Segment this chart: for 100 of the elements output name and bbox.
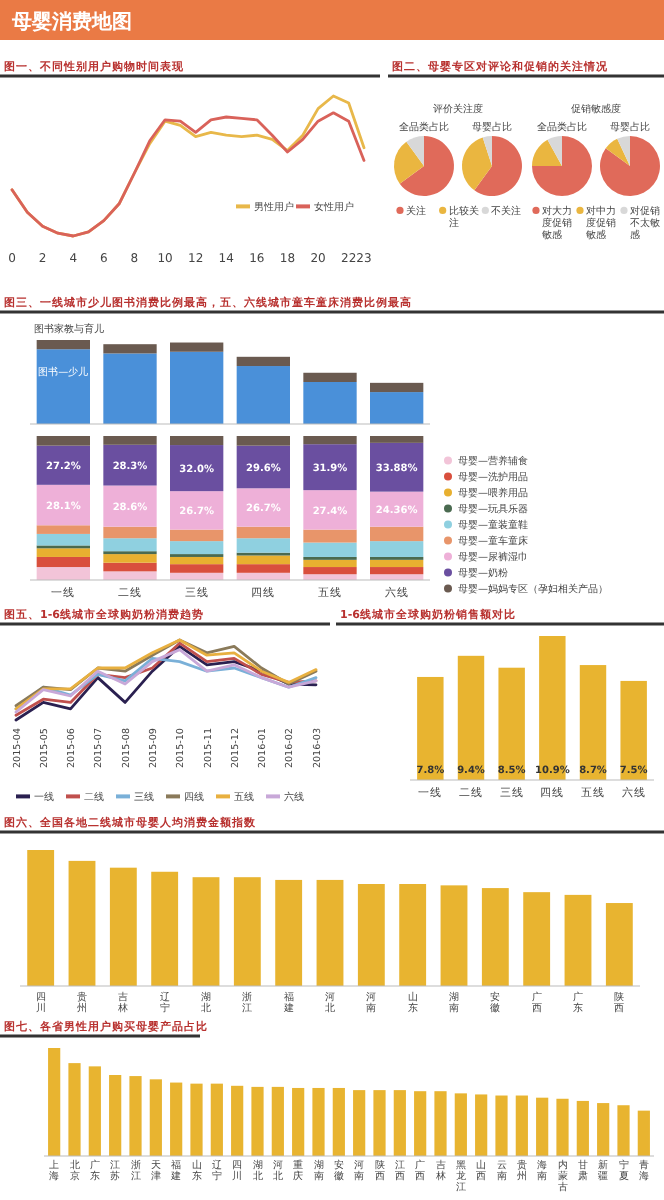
bar: [103, 353, 157, 424]
bar: [36, 548, 90, 557]
bar: [251, 1086, 264, 1156]
bar: [271, 1086, 284, 1156]
bar: [109, 867, 137, 986]
bar: [36, 525, 90, 534]
bar: [170, 564, 224, 573]
bar: [103, 436, 157, 445]
bar: [103, 344, 157, 354]
bar: [170, 529, 224, 542]
bar: [637, 1110, 650, 1156]
bar: [536, 1097, 549, 1156]
bar: [523, 892, 551, 986]
bar: [103, 485, 157, 527]
bar: [149, 1079, 162, 1156]
bar: [440, 885, 468, 986]
bar: [303, 542, 357, 557]
bar: [414, 1091, 427, 1156]
bar: [36, 340, 90, 350]
bar: [303, 567, 357, 575]
bar: [370, 559, 424, 568]
bar: [564, 894, 592, 986]
bar: [292, 1087, 305, 1156]
bar: [36, 445, 90, 485]
bar: [103, 444, 157, 486]
bar: [36, 436, 90, 446]
bar: [129, 1076, 142, 1156]
bar: [170, 491, 224, 530]
bar: [370, 392, 424, 424]
bar: [434, 1091, 447, 1156]
bar: [236, 564, 290, 573]
bar: [236, 555, 290, 565]
bar: [170, 556, 224, 565]
bar: [454, 1093, 467, 1156]
bar: [370, 541, 424, 557]
bar: [576, 1100, 589, 1156]
bar: [103, 538, 157, 552]
bar: [303, 444, 357, 491]
bar: [303, 436, 357, 445]
bar: [36, 349, 90, 424]
bar: [88, 1066, 101, 1156]
bar: [620, 680, 647, 780]
bar: [370, 567, 424, 575]
bar: [370, 436, 424, 443]
bar: [68, 1063, 81, 1156]
bar: [495, 1095, 508, 1156]
bar: [515, 1095, 528, 1156]
bar: [417, 676, 444, 780]
bar: [170, 1082, 183, 1156]
bar: [539, 636, 566, 780]
bar: [109, 1075, 122, 1156]
bar: [617, 1105, 630, 1156]
bar: [236, 538, 290, 553]
bar: [103, 562, 157, 572]
bar: [481, 888, 509, 986]
bar: [68, 860, 96, 986]
bar: [36, 533, 90, 546]
bar: [192, 877, 220, 986]
bar: [233, 877, 261, 986]
bar: [316, 879, 344, 986]
bar: [103, 571, 157, 580]
bar: [332, 1087, 345, 1156]
bar: [231, 1085, 244, 1156]
bar: [303, 490, 357, 530]
bar: [236, 366, 290, 424]
bar: [236, 488, 290, 527]
bar: [303, 559, 357, 568]
bar: [275, 879, 303, 986]
bar: [103, 526, 157, 539]
bar: [103, 554, 157, 563]
bar: [370, 382, 424, 393]
bar: [236, 436, 290, 446]
bar: [236, 526, 290, 539]
bar: [605, 903, 633, 986]
bar: [170, 351, 224, 424]
bar: [312, 1087, 325, 1156]
bar: [370, 442, 424, 492]
bar: [370, 526, 424, 542]
bar: [579, 665, 607, 780]
bar: [597, 1103, 610, 1156]
bar: [170, 541, 224, 555]
bar: [190, 1083, 203, 1156]
bar: [303, 382, 357, 424]
bar: [393, 1090, 406, 1156]
bar: [357, 884, 385, 986]
bar: [170, 445, 224, 492]
bar: [556, 1098, 569, 1156]
bar: [36, 567, 90, 580]
bar: [373, 1090, 386, 1156]
bar: [48, 1048, 61, 1156]
bar: [36, 556, 90, 568]
bar: [27, 850, 55, 986]
bar: [210, 1083, 223, 1156]
bar: [457, 655, 485, 780]
bar: [236, 356, 290, 367]
bar: [170, 436, 224, 446]
bar: [475, 1094, 488, 1156]
bar: [303, 372, 357, 382]
bar: [303, 529, 357, 543]
text: 母婴消费地图: [10, 10, 132, 34]
